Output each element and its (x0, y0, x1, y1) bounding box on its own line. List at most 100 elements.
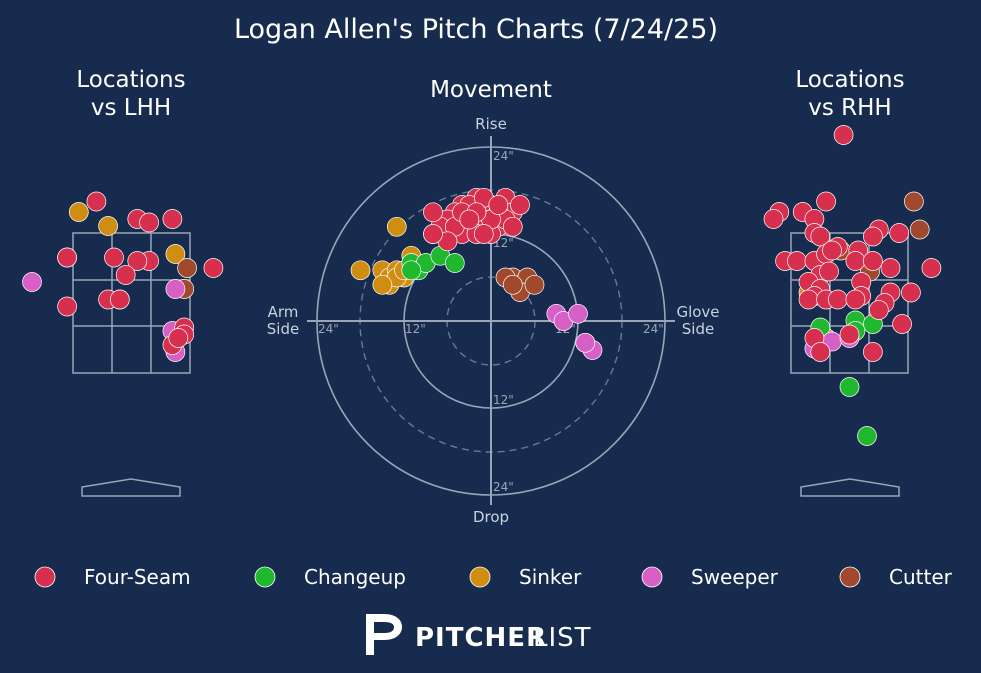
legend-label-sweeper: Sweeper (691, 565, 779, 589)
movement-point-changeup (444, 253, 465, 273)
movement-point-four-seam (459, 209, 480, 230)
legend-marker-sinker (469, 566, 491, 588)
rhh-point-changeup (857, 426, 877, 446)
rhh-point-four-seam (798, 289, 819, 310)
axis-label-drop: Drop (473, 508, 509, 526)
axis-label-rise: Rise (475, 115, 507, 133)
movement-point-four-seam (488, 195, 509, 215)
lhh-point-four-seam (104, 247, 124, 268)
movement-title: Movement (430, 77, 552, 103)
rhh-point-four-seam (863, 226, 883, 247)
rhh-point-four-seam (816, 191, 836, 212)
rhh-point-four-seam (845, 251, 866, 271)
lhh-point-four-seam (57, 247, 77, 268)
lhh-title-line2: vs LHH (91, 95, 171, 121)
movement-point-four-seam (423, 224, 443, 244)
lhh-point-sinker (68, 202, 89, 222)
ring-label-right-24: 24" (643, 322, 664, 336)
legend-item-changeup: Changeup (254, 565, 406, 589)
legend-label-four-seam: Four-Seam (84, 565, 191, 589)
lhh-point-sinker (165, 244, 186, 264)
lhh-point-sinker (98, 216, 118, 236)
movement-point-four-seam (502, 216, 523, 237)
rhh-points (763, 125, 942, 446)
rhh-point-four-seam (810, 342, 831, 362)
lhh-point-four-seam (203, 258, 224, 278)
legend-label-cutter: Cutter (889, 565, 953, 589)
lhh-point-four-seam (168, 328, 189, 348)
lhh-point-four-seam (139, 212, 159, 233)
lhh-point-cutter (177, 258, 197, 278)
movement-point-sinker (386, 216, 407, 237)
pitcherlist-logo-icon (366, 614, 402, 655)
lhh-point-sweeper (165, 279, 186, 299)
chart-title: Logan Allen's Pitch Charts (7/24/25) (234, 14, 718, 45)
movement-point-sinker (350, 260, 371, 281)
logo-text-light: LIST (533, 623, 592, 653)
legend-label-changeup: Changeup (304, 565, 406, 589)
ring-label-left-12: 12" (405, 322, 426, 336)
rhh-point-four-seam (845, 289, 866, 310)
ring-label-bottom-24: 24" (493, 480, 514, 494)
logo-text-bold: PITCHER (415, 623, 547, 653)
movement-panel: Movement Rise Drop Arm Side Glove Side 2… (267, 77, 720, 526)
rhh-point-four-seam (763, 209, 784, 229)
movement-point-four-seam (510, 195, 530, 215)
rhh-panel: Locations vs RHH (763, 67, 942, 497)
movement-point-sweeper (568, 303, 588, 324)
rhh-point-cutter (904, 191, 924, 212)
rhh-point-four-seam (787, 251, 807, 271)
movement-point-four-seam (473, 224, 494, 244)
rhh-point-four-seam (839, 324, 860, 345)
legend-item-sweeper: Sweeper (641, 565, 779, 589)
rhh-point-four-seam (901, 282, 921, 303)
lhh-point-four-seam (115, 265, 136, 285)
rhh-title-line1: Locations (795, 67, 904, 93)
axis-label-arm-side: Side (267, 320, 299, 338)
lhh-points (22, 191, 224, 362)
legend: Four-Seam Changeup Sinker Sweeper Cutter (34, 565, 953, 589)
movement-point-changeup (401, 260, 422, 281)
legend-label-sinker: Sinker (519, 565, 582, 589)
lhh-point-four-seam (109, 289, 130, 310)
rhh-point-four-seam (889, 223, 910, 243)
rhh-point-four-seam (880, 258, 901, 278)
axis-label-glove: Glove (676, 303, 719, 321)
rhh-point-four-seam (863, 251, 883, 271)
lhh-point-four-seam (57, 296, 77, 317)
movement-point-sinker (372, 274, 393, 295)
legend-marker-sweeper (641, 566, 663, 588)
movement-point-four-seam (423, 202, 443, 223)
movement-point-cutter (502, 274, 523, 295)
rhh-point-four-seam (921, 258, 942, 278)
rhh-point-four-seam (822, 240, 842, 261)
legend-item-sinker: Sinker (469, 565, 582, 589)
ring-label-top-24: 24" (493, 149, 514, 163)
rhh-point-cutter (909, 219, 930, 240)
axis-label-glove-side: Side (682, 320, 714, 338)
legend-item-cutter: Cutter (839, 565, 953, 589)
legend-item-four-seam: Four-Seam (34, 565, 191, 589)
legend-marker-changeup (254, 566, 276, 588)
rhh-point-four-seam (827, 289, 848, 310)
movement-point-sweeper (575, 332, 596, 353)
rhh-point-changeup (839, 377, 860, 397)
movement-points (350, 187, 603, 360)
rhh-point-four-seam (868, 300, 889, 320)
lhh-point-four-seam (127, 251, 148, 271)
lhh-point-four-seam (162, 209, 183, 229)
ring-label-bottom-12: 12" (493, 393, 514, 407)
pitcherlist-logo: PITCHER LIST (366, 614, 592, 655)
rhh-point-four-seam (863, 342, 883, 362)
rhh-title-line2: vs RHH (808, 95, 891, 121)
lhh-home-plate (81, 478, 181, 497)
rhh-home-plate (800, 478, 900, 497)
rhh-point-four-seam (833, 125, 854, 145)
rhh-point-four-seam (819, 261, 839, 282)
lhh-point-four-seam (86, 191, 107, 212)
rhh-point-four-seam (810, 226, 831, 247)
lhh-point-sweeper (22, 272, 42, 292)
legend-marker-four-seam (34, 566, 56, 588)
movement-point-cutter (524, 274, 545, 295)
